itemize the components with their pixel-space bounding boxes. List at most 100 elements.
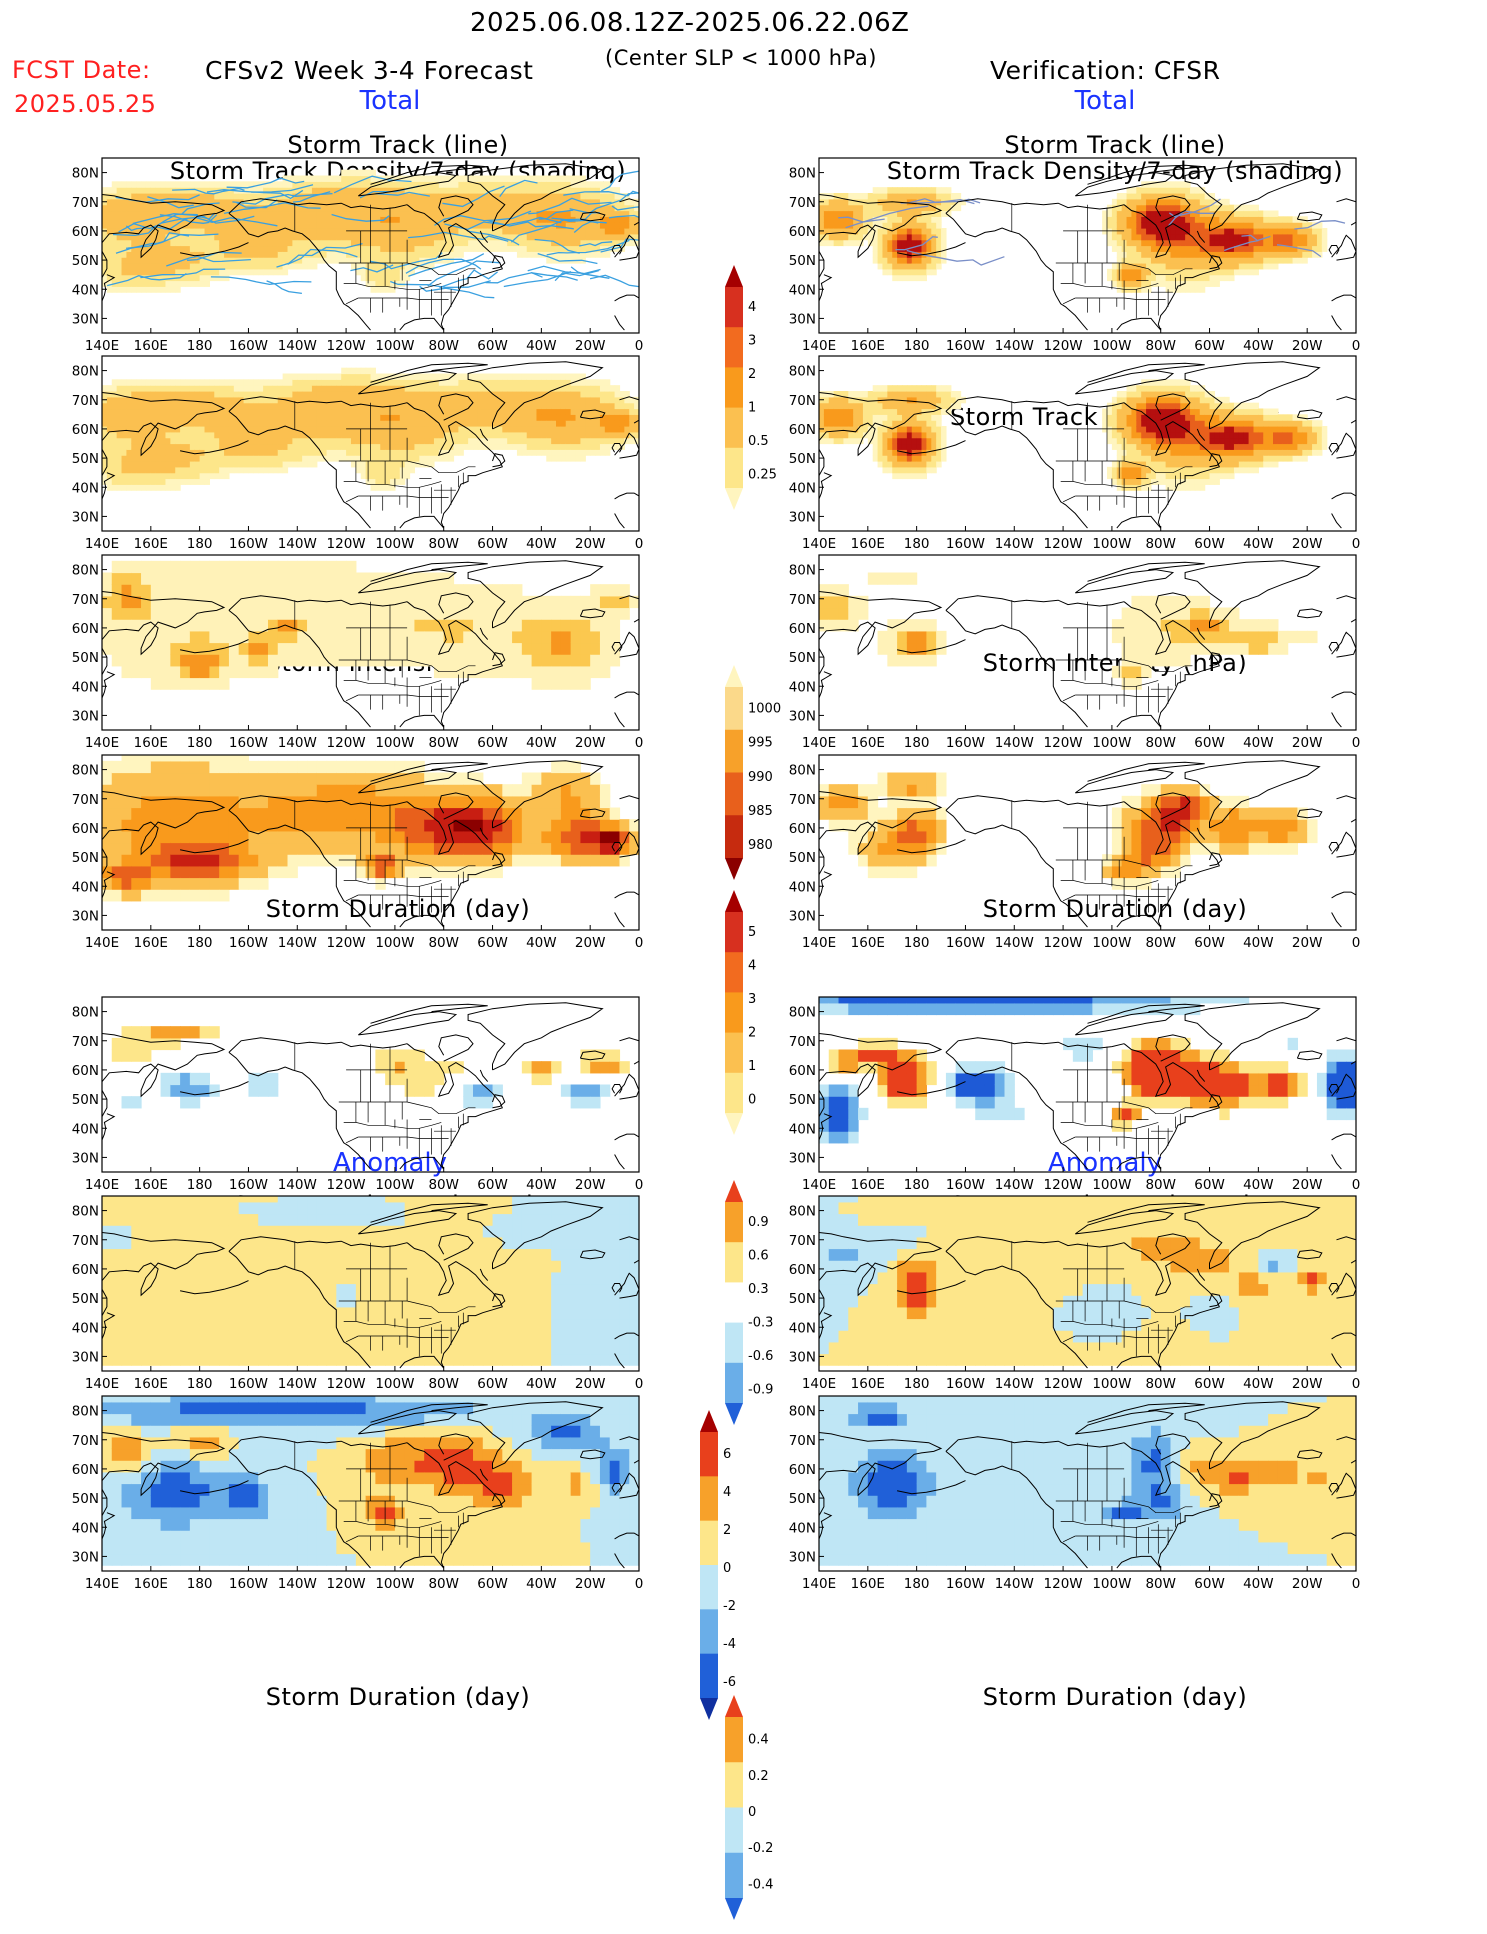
shading-cell (488, 181, 493, 187)
storm-track-line (601, 165, 669, 191)
shading-cell (224, 269, 229, 275)
shading-cell (395, 251, 400, 257)
shading-cell (868, 409, 873, 415)
shading-cell (253, 426, 258, 432)
shading-cell (843, 426, 848, 432)
shading-cell (493, 379, 498, 385)
shading-cell (1136, 228, 1141, 234)
shading-cell (483, 199, 488, 205)
shading-cell (161, 467, 166, 473)
shading-cell (434, 181, 439, 187)
shading-cell (102, 205, 107, 211)
shading-cell (185, 438, 190, 444)
shading-cell (209, 379, 214, 385)
shading-cell (180, 455, 185, 461)
shading-cell (331, 426, 336, 432)
shading-cell (1288, 234, 1293, 240)
shading-cell (1210, 281, 1215, 287)
shading-cell (580, 420, 585, 426)
shading-cell (576, 391, 581, 397)
shading-cell (141, 467, 146, 473)
shading-cell (1141, 187, 1146, 193)
shading-cell (878, 432, 883, 438)
shading-cell (1273, 222, 1278, 228)
shading-cell (234, 467, 239, 473)
lon-tick-label: 80W (1145, 338, 1176, 354)
shading-cell (1136, 269, 1141, 275)
total-label-left: Total (240, 86, 540, 116)
shading-cell (205, 473, 210, 479)
shading-cell (473, 187, 478, 193)
shading-cell (195, 263, 200, 269)
shading-cell (107, 397, 112, 403)
shading-cell (424, 222, 429, 228)
shading-cell (878, 187, 883, 193)
shading-cell (532, 391, 537, 397)
shading-cell (161, 251, 166, 257)
shading-cell (922, 228, 927, 234)
shading-cell (141, 281, 146, 287)
shading-cell (902, 211, 907, 217)
shading-cell (429, 211, 434, 217)
shading-cell (278, 181, 283, 187)
shading-cell (356, 397, 361, 403)
shading-cell (273, 246, 278, 252)
shading-cell (395, 211, 400, 217)
shading-cell (536, 426, 541, 432)
shading-cell (107, 222, 112, 228)
shading-cell (117, 420, 122, 426)
shading-cell (268, 444, 273, 450)
shading-cell (571, 432, 576, 438)
shading-cell (346, 187, 351, 193)
shading-cell (1112, 211, 1117, 217)
shading-cell (278, 234, 283, 240)
shading-cell (878, 205, 883, 211)
shading-cell (375, 199, 380, 205)
shading-cell (522, 391, 527, 397)
shading-cell (1136, 187, 1141, 193)
shading-cell (576, 426, 581, 432)
shading-cell (1112, 199, 1117, 205)
shading-cell (141, 193, 146, 199)
shading-cell (483, 385, 488, 391)
shading-cell (161, 473, 166, 479)
shading-cell (205, 438, 210, 444)
shading-cell (317, 438, 322, 444)
shading-cell (1263, 222, 1268, 228)
shading-cell (122, 438, 127, 444)
shading-cell (161, 455, 166, 461)
border-line (358, 298, 448, 300)
shading-cell (180, 409, 185, 415)
shading-cell (102, 187, 107, 193)
shading-cell (214, 432, 219, 438)
shading-cell (107, 246, 112, 252)
shading-cell (117, 403, 122, 409)
shading-cell (497, 240, 502, 246)
shading-cell (458, 414, 463, 420)
shading-cell (351, 385, 356, 391)
shading-cell (834, 432, 839, 438)
shading-cell (371, 420, 376, 426)
shading-cell (268, 379, 273, 385)
shading-cell (458, 397, 463, 403)
shading-cell (444, 187, 449, 193)
shading-cell (1131, 251, 1136, 257)
shading-cell (429, 385, 434, 391)
shading-cell (405, 420, 410, 426)
shading-cell (361, 409, 366, 415)
shading-cell (190, 479, 195, 485)
shading-cell (444, 403, 449, 409)
shading-cell (312, 432, 317, 438)
shading-cell (1239, 234, 1244, 240)
shading-cell (424, 397, 429, 403)
shading-cell (380, 181, 385, 187)
shading-cell (278, 420, 283, 426)
shading-cell (917, 263, 922, 269)
shading-cell (200, 426, 205, 432)
shading-cell (165, 414, 170, 420)
shading-cell (897, 246, 902, 252)
shading-cell (151, 484, 156, 490)
shading-cell (571, 403, 576, 409)
shading-cell (341, 409, 346, 415)
shading-cell (219, 181, 224, 187)
